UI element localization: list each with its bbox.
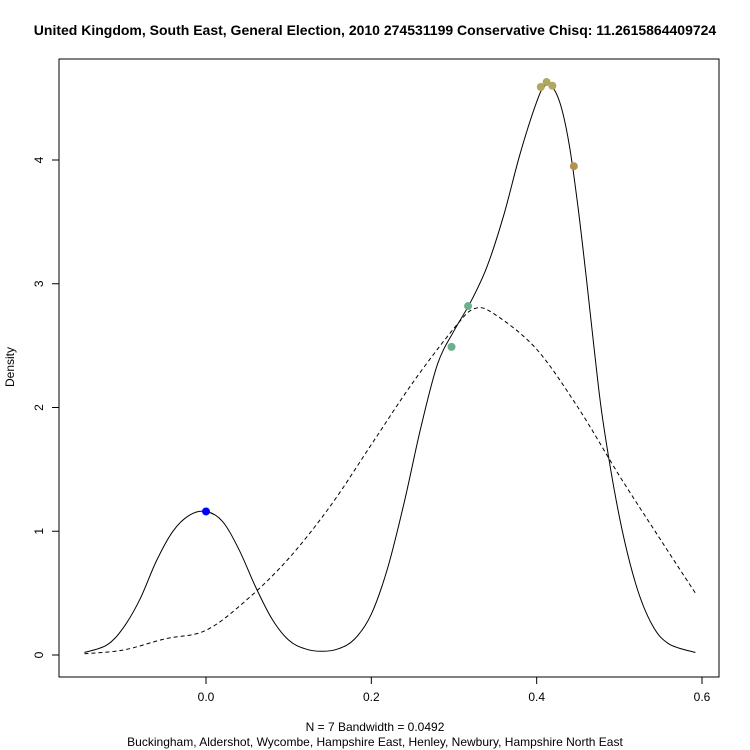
x-tick-label: 0.6 <box>694 690 711 704</box>
data-point <box>542 78 551 87</box>
normal-density-curve <box>84 307 696 655</box>
plot-frame <box>58 58 720 678</box>
data-point <box>548 81 557 90</box>
x-tick-label: 0.2 <box>363 690 380 704</box>
y-tick-label: 0 <box>32 651 46 658</box>
data-point <box>464 302 473 311</box>
y-tick-label: 4 <box>32 156 46 163</box>
data-points <box>202 78 578 516</box>
chart-title: United Kingdom, South East, General Elec… <box>33 22 717 38</box>
data-point <box>569 162 578 171</box>
x-tick-label: 0.0 <box>198 690 215 704</box>
y-axis-label: Density <box>3 347 17 387</box>
y-tick-label: 2 <box>32 404 46 411</box>
y-tick-label: 3 <box>32 280 46 287</box>
data-point <box>447 342 456 351</box>
y-tick-label: 1 <box>32 528 46 535</box>
x-tick-label: 0.4 <box>528 690 545 704</box>
data-point <box>536 82 545 91</box>
data-point <box>202 507 210 516</box>
x-axis: 0.0 0.2 0.4 0.6 <box>198 676 711 704</box>
x-axis-label-line2: Buckingham, Aldershot, Wycombe, Hampshir… <box>127 735 623 749</box>
kde-density-curve <box>84 84 696 653</box>
y-axis: 0 1 2 3 4 <box>32 156 60 658</box>
x-axis-label-line1: N = 7 Bandwidth = 0.0492 <box>305 720 445 734</box>
